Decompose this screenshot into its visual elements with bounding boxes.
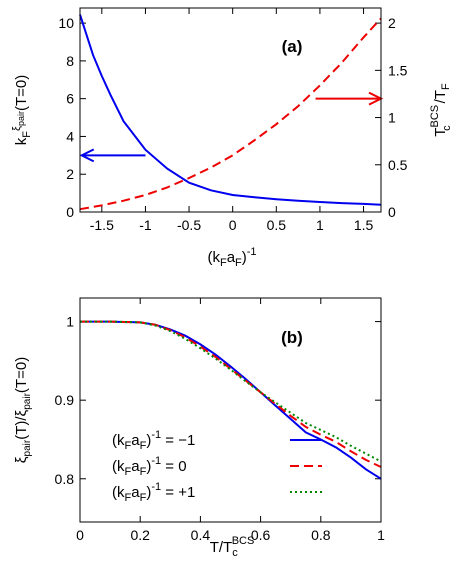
panel-b-ticks: 0 0.2 0.4 0.6 0.8 1 0.8 0.9 1 <box>55 298 385 543</box>
a-xtick-label: 1 <box>316 217 324 233</box>
a-xtick-label: -0.5 <box>177 217 201 233</box>
b-legend-label-2: (kFaF)-1 = +1 <box>112 481 195 504</box>
a-ytick-left-label: 2 <box>66 166 74 182</box>
b-legend-label-0: (kFaF)-1 = −1 <box>112 429 195 452</box>
a-xtick-label: -1.5 <box>90 217 114 233</box>
panel-a-ticks: -1.5 -1 -0.5 0 0.5 1 1.5 0 2 4 6 8 10 0 0.5 1 1.5 2 <box>58 8 408 233</box>
b-xtick-label: 0.6 <box>251 527 271 543</box>
a-ytick-right-label: 1.5 <box>388 62 408 78</box>
panel-a-ylabel-left: kFξpair(T=0) <box>11 75 33 145</box>
panel-a-xlabel: (kFaF)-1 <box>207 246 256 269</box>
panel-a-frame <box>79 7 382 213</box>
panel-a-series <box>79 14 382 211</box>
a-xtick-label: 1.5 <box>354 217 374 233</box>
a-ytick-left-label: 4 <box>66 128 74 144</box>
panel-b-frame <box>79 297 382 523</box>
a-ytick-left-label: 0 <box>66 204 74 220</box>
b-xtick-label: 0.2 <box>130 527 150 543</box>
a-ytick-left-label: 8 <box>66 53 74 69</box>
panel-b-legend: (kFaF)-1 = −1 (kFaF)-1 = 0 (kFaF)-1 = +1 <box>112 429 322 504</box>
b-series-line-2 <box>80 320 382 463</box>
panel-b-ylabel: ξpair(T)/ξpair(T=0) <box>13 357 33 463</box>
a-ytick-left-label: 10 <box>58 15 74 31</box>
panel-a-arrows <box>79 91 384 163</box>
a-ytick-right-label: 1 <box>388 110 396 126</box>
b-xtick-label: 0.4 <box>191 527 211 543</box>
a-ytick-right-label: 0.5 <box>388 157 408 173</box>
b-xtick-label: 1 <box>377 527 385 543</box>
panel-b-label: (b) <box>281 328 303 347</box>
panel-b: 0 0.2 0.4 0.6 0.8 10.80.91 (b) (kFaF)-1 = −1(… <box>13 297 385 559</box>
b-ytick-label: 0.8 <box>55 471 75 487</box>
a-arrow-head-0 <box>79 148 95 163</box>
b-legend-label-1: (kFaF)-1 = 0 <box>112 455 187 478</box>
a-xtick-label: -1 <box>139 217 152 233</box>
b-ytick-label: 0.9 <box>55 392 75 408</box>
panel-b-xlabel: T/TcBCS <box>210 535 255 559</box>
b-xtick-label: 0.8 <box>311 527 331 543</box>
a-series-line-0 <box>79 14 382 206</box>
panel-a-ylabel-right: TBCSc/TF <box>429 83 453 137</box>
b-xtick-label: 0 <box>76 527 84 543</box>
b-ytick-label: 1 <box>66 314 74 330</box>
a-xtick-label: 0.5 <box>267 217 287 233</box>
a-series-line-1 <box>79 17 382 211</box>
panel-a: -1.5 -1 -0.5 0 0.5 1 1.5 0 2 4 6 8 10 0 0.5 1 1.5 2 (a) (… <box>11 7 453 269</box>
panel-b-series <box>80 320 382 480</box>
a-ytick-right-label: 0 <box>388 204 396 220</box>
a-ytick-right-label: 2 <box>388 15 396 31</box>
a-xtick-label: 0 <box>229 217 237 233</box>
b-series-line-0 <box>80 320 382 480</box>
panel-a-label: (a) <box>282 37 303 56</box>
a-ytick-left-label: 6 <box>66 91 74 107</box>
